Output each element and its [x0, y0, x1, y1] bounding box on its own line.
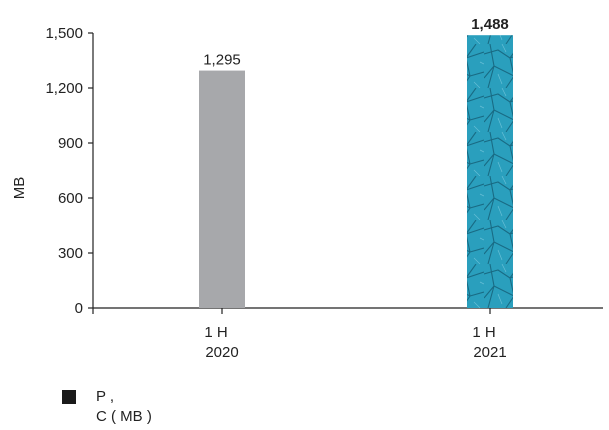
legend: P , C ( MB )	[62, 387, 532, 429]
legend-label-line1: P ,	[96, 388, 115, 405]
bar-2021	[467, 35, 513, 308]
y-tick-label: 1,200	[45, 80, 83, 97]
axes: 0 300 600 900 1,200 1,500	[45, 25, 603, 317]
y-tick-label: 1,500	[45, 25, 83, 42]
legend-label-line2: C ( MB )	[96, 408, 152, 425]
y-axis-title: MB	[11, 177, 28, 200]
labels: 1,295 1 H 2020 1,488 1 H 2021	[203, 16, 509, 361]
bars	[199, 35, 513, 308]
y-tick-label: 0	[75, 300, 83, 317]
x-category-year: 2020	[205, 344, 238, 361]
y-tick-label: 300	[58, 245, 83, 262]
x-category-label: 1 H	[472, 324, 495, 341]
data-label-2020: 1,295	[203, 52, 241, 69]
y-tick-label: 900	[58, 135, 83, 152]
x-category-label: 1 H	[204, 324, 227, 341]
bar-2020	[199, 70, 245, 308]
x-category-year: 2021	[473, 344, 506, 361]
y-tick-label: 600	[58, 190, 83, 207]
data-label-2021: 1,488	[471, 16, 509, 33]
legend-swatch	[62, 390, 76, 404]
